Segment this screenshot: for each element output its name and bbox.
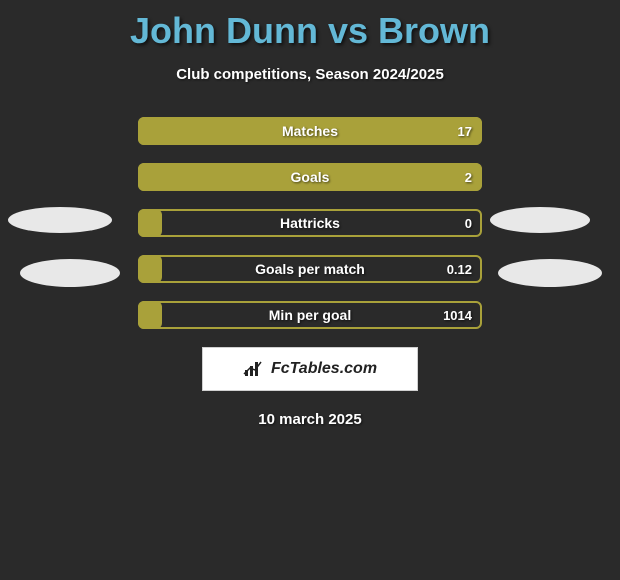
decorative-oval <box>490 207 590 233</box>
stat-bar-label: Goals <box>138 163 482 191</box>
page-title: John Dunn vs Brown <box>0 0 620 52</box>
watermark-text: FcTables.com <box>271 360 377 378</box>
stat-bar-row: Matches17 <box>138 117 482 145</box>
decorative-oval <box>8 207 112 233</box>
decorative-oval <box>20 259 120 287</box>
stat-bar-value: 17 <box>458 117 472 145</box>
stat-bar-row: Goals2 <box>138 163 482 191</box>
stat-bar-label: Min per goal <box>138 301 482 329</box>
watermark-box: FcTables.com <box>202 347 418 391</box>
stat-bar-row: Min per goal1014 <box>138 301 482 329</box>
stat-bar-value: 0 <box>465 209 472 237</box>
stat-bar-value: 0.12 <box>447 255 472 283</box>
stat-bar-label: Goals per match <box>138 255 482 283</box>
stat-bar-value: 1014 <box>443 301 472 329</box>
stat-bar-label: Matches <box>138 117 482 145</box>
stat-bar-value: 2 <box>465 163 472 191</box>
stat-bar-row: Hattricks0 <box>138 209 482 237</box>
stat-bar-row: Goals per match0.12 <box>138 255 482 283</box>
stat-bar-label: Hattricks <box>138 209 482 237</box>
subtitle: Club competitions, Season 2024/2025 <box>0 66 620 83</box>
comparison-bars: Matches17 Goals2 Hattricks0 Goals per match… <box>138 117 482 329</box>
date-text: 10 march 2025 <box>0 411 620 428</box>
decorative-oval <box>498 259 602 287</box>
bar-chart-icon <box>243 360 265 378</box>
